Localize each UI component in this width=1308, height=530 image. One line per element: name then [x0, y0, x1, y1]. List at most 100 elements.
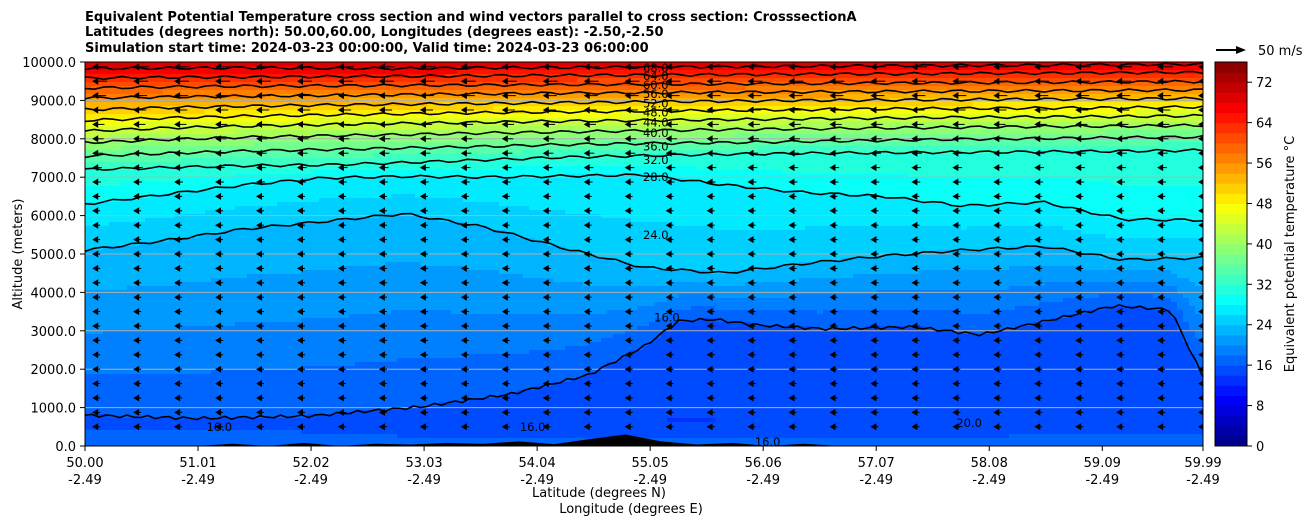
field-cell	[109, 142, 116, 147]
field-cell	[109, 346, 116, 351]
field-cell	[373, 438, 380, 443]
field-cell	[229, 374, 236, 379]
field-cell	[349, 426, 356, 431]
field-cell	[295, 254, 302, 259]
field-cell	[337, 206, 344, 211]
field-cell	[217, 270, 224, 275]
field-cell	[343, 430, 350, 435]
field-cell	[331, 294, 338, 299]
field-cell	[319, 426, 326, 431]
field-cell	[187, 242, 194, 247]
field-cell	[115, 310, 122, 315]
field-cell	[109, 422, 116, 427]
field-cell	[103, 138, 110, 143]
field-cell	[241, 298, 248, 303]
field-cell	[313, 354, 320, 359]
field-cell	[391, 322, 398, 327]
field-cell	[133, 390, 140, 395]
field-cell	[169, 338, 176, 343]
field-cell	[289, 122, 296, 127]
field-cell	[145, 426, 152, 431]
field-cell	[193, 202, 200, 207]
field-cell	[277, 426, 284, 431]
field-cell	[373, 62, 380, 67]
field-cell	[265, 214, 272, 219]
field-cell	[313, 318, 320, 323]
field-cell	[103, 158, 110, 163]
field-cell	[253, 378, 260, 383]
field-cell	[319, 266, 326, 271]
field-cell	[223, 378, 230, 383]
field-cell	[133, 62, 140, 67]
field-cell	[391, 374, 398, 379]
field-cell	[379, 258, 386, 263]
field-cell	[91, 390, 98, 395]
field-cell	[181, 386, 188, 391]
field-cell	[313, 366, 320, 371]
field-cell	[145, 310, 152, 315]
field-cell	[259, 406, 266, 411]
field-cell	[337, 118, 344, 123]
field-cell	[319, 222, 326, 227]
field-cell	[283, 154, 290, 159]
field-cell	[343, 186, 350, 191]
field-cell	[289, 294, 296, 299]
field-cell	[235, 410, 242, 415]
field-cell	[139, 150, 146, 155]
field-cell	[103, 434, 110, 439]
field-cell	[175, 438, 182, 443]
field-cell	[301, 234, 308, 239]
field-cell	[139, 246, 146, 251]
field-cell	[343, 442, 350, 446]
field-cell	[307, 250, 314, 255]
field-cell	[373, 94, 380, 99]
field-cell	[139, 314, 146, 319]
field-cell	[229, 194, 236, 199]
field-cell	[355, 330, 362, 335]
field-cell	[205, 298, 212, 303]
field-cell	[313, 306, 320, 311]
field-cell	[181, 198, 188, 203]
field-cell	[271, 66, 278, 71]
field-cell	[355, 270, 362, 275]
field-cell	[139, 82, 146, 87]
field-cell	[301, 342, 308, 347]
field-cell	[379, 326, 386, 331]
field-cell	[97, 382, 104, 387]
field-cell	[85, 118, 92, 123]
field-cell	[391, 110, 398, 115]
field-cell	[145, 150, 152, 155]
field-cell	[145, 306, 152, 311]
field-cell	[157, 274, 164, 279]
field-cell	[199, 314, 206, 319]
field-cell	[307, 430, 314, 435]
field-cell	[91, 158, 98, 163]
field-cell	[331, 90, 338, 95]
field-cell	[181, 278, 188, 283]
field-cell	[295, 406, 302, 411]
field-cell	[121, 390, 128, 395]
field-cell	[349, 430, 356, 435]
field-cell	[223, 186, 230, 191]
field-cell	[247, 418, 254, 423]
field-cell	[205, 274, 212, 279]
field-cell	[229, 170, 236, 175]
field-cell	[283, 194, 290, 199]
field-cell	[163, 346, 170, 351]
field-cell	[385, 226, 392, 231]
field-cell	[295, 298, 302, 303]
field-cell	[367, 194, 374, 199]
field-cell	[223, 426, 230, 431]
field-cell	[343, 418, 350, 423]
field-cell	[121, 326, 128, 331]
field-cell	[283, 198, 290, 203]
field-cell	[109, 334, 116, 339]
field-cell	[175, 378, 182, 383]
field-cell	[391, 334, 398, 339]
field-cell	[307, 374, 314, 379]
field-cell	[163, 166, 170, 171]
field-cell	[169, 82, 176, 87]
field-cell	[103, 274, 110, 279]
field-cell	[145, 202, 152, 207]
field-cell	[175, 434, 182, 439]
